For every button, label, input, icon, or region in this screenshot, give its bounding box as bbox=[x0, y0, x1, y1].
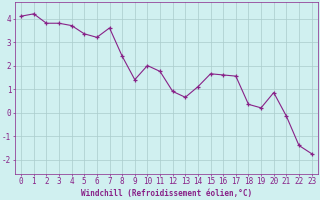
X-axis label: Windchill (Refroidissement éolien,°C): Windchill (Refroidissement éolien,°C) bbox=[81, 189, 252, 198]
